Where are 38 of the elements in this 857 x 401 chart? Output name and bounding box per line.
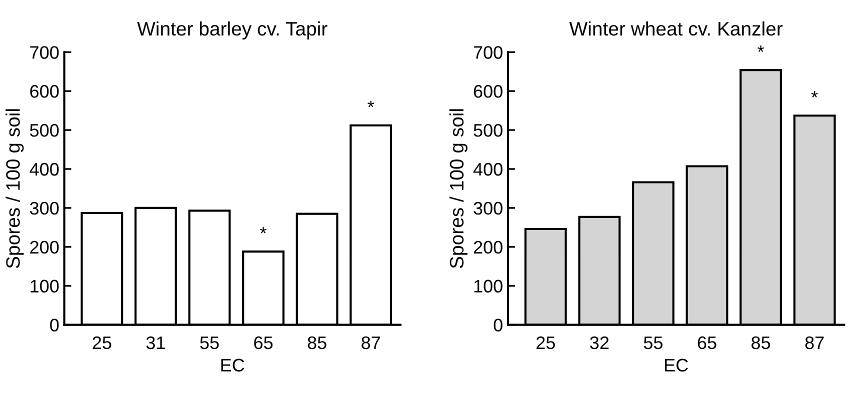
y-tick-label: 600 xyxy=(30,85,59,98)
x-tick-label: 65 xyxy=(698,336,716,350)
x-tick-label: 25 xyxy=(536,336,555,350)
y-tick-label: 400 xyxy=(30,162,59,176)
y-tick-label: 600 xyxy=(474,85,502,98)
x-tick-label: 85 xyxy=(752,336,770,350)
y-tick-label: 200 xyxy=(30,240,59,254)
y-tick-label: 500 xyxy=(30,124,59,137)
chart-title: Winter wheat cv. Kanzler xyxy=(569,21,783,36)
y-tick-label: 700 xyxy=(474,46,502,59)
x-tick-label: 87 xyxy=(805,336,824,350)
y-tick-label: 200 xyxy=(474,240,502,254)
x-tick-label: 55 xyxy=(644,336,662,350)
x-axis-title: EC xyxy=(665,358,688,372)
y-tick-label: 500 xyxy=(474,124,502,137)
y-tick-label: 100 xyxy=(30,280,59,293)
y-tick-label: 0 xyxy=(494,318,502,332)
y-tick-label: 300 xyxy=(474,202,502,215)
y-axis-title: Spores / 100 g soil xyxy=(6,109,24,268)
x-tick-label: 65 xyxy=(254,336,273,350)
x-tick-label: 31 xyxy=(146,336,165,350)
x-tick-label: 32 xyxy=(590,336,609,350)
x-tick-label: 25 xyxy=(92,336,112,350)
annotation: * xyxy=(758,46,764,52)
x-tick-label: 85 xyxy=(308,336,326,350)
y-tick-label: 400 xyxy=(473,162,502,176)
y-tick-label: 0 xyxy=(50,318,59,332)
x-tick-label: 87 xyxy=(362,336,380,350)
y-tick-label: 100 xyxy=(474,280,502,293)
y-axis-title: Spores / 100 g soil xyxy=(449,109,468,268)
x-axis-title: EC xyxy=(221,358,244,372)
annotation: * xyxy=(811,91,818,98)
x-tick-label: 55 xyxy=(200,336,219,350)
y-tick-label: 300 xyxy=(30,202,59,215)
y-tick-label: 700 xyxy=(30,46,59,59)
annotation: * xyxy=(368,100,374,108)
annotation: * xyxy=(260,227,267,234)
chart-title: Winter barley cv. Tapir xyxy=(137,21,328,40)
